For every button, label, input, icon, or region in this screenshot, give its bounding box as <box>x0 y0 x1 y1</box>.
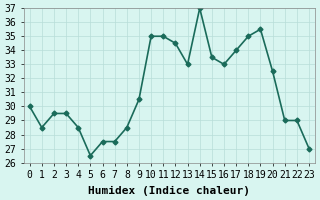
X-axis label: Humidex (Indice chaleur): Humidex (Indice chaleur) <box>88 186 250 196</box>
